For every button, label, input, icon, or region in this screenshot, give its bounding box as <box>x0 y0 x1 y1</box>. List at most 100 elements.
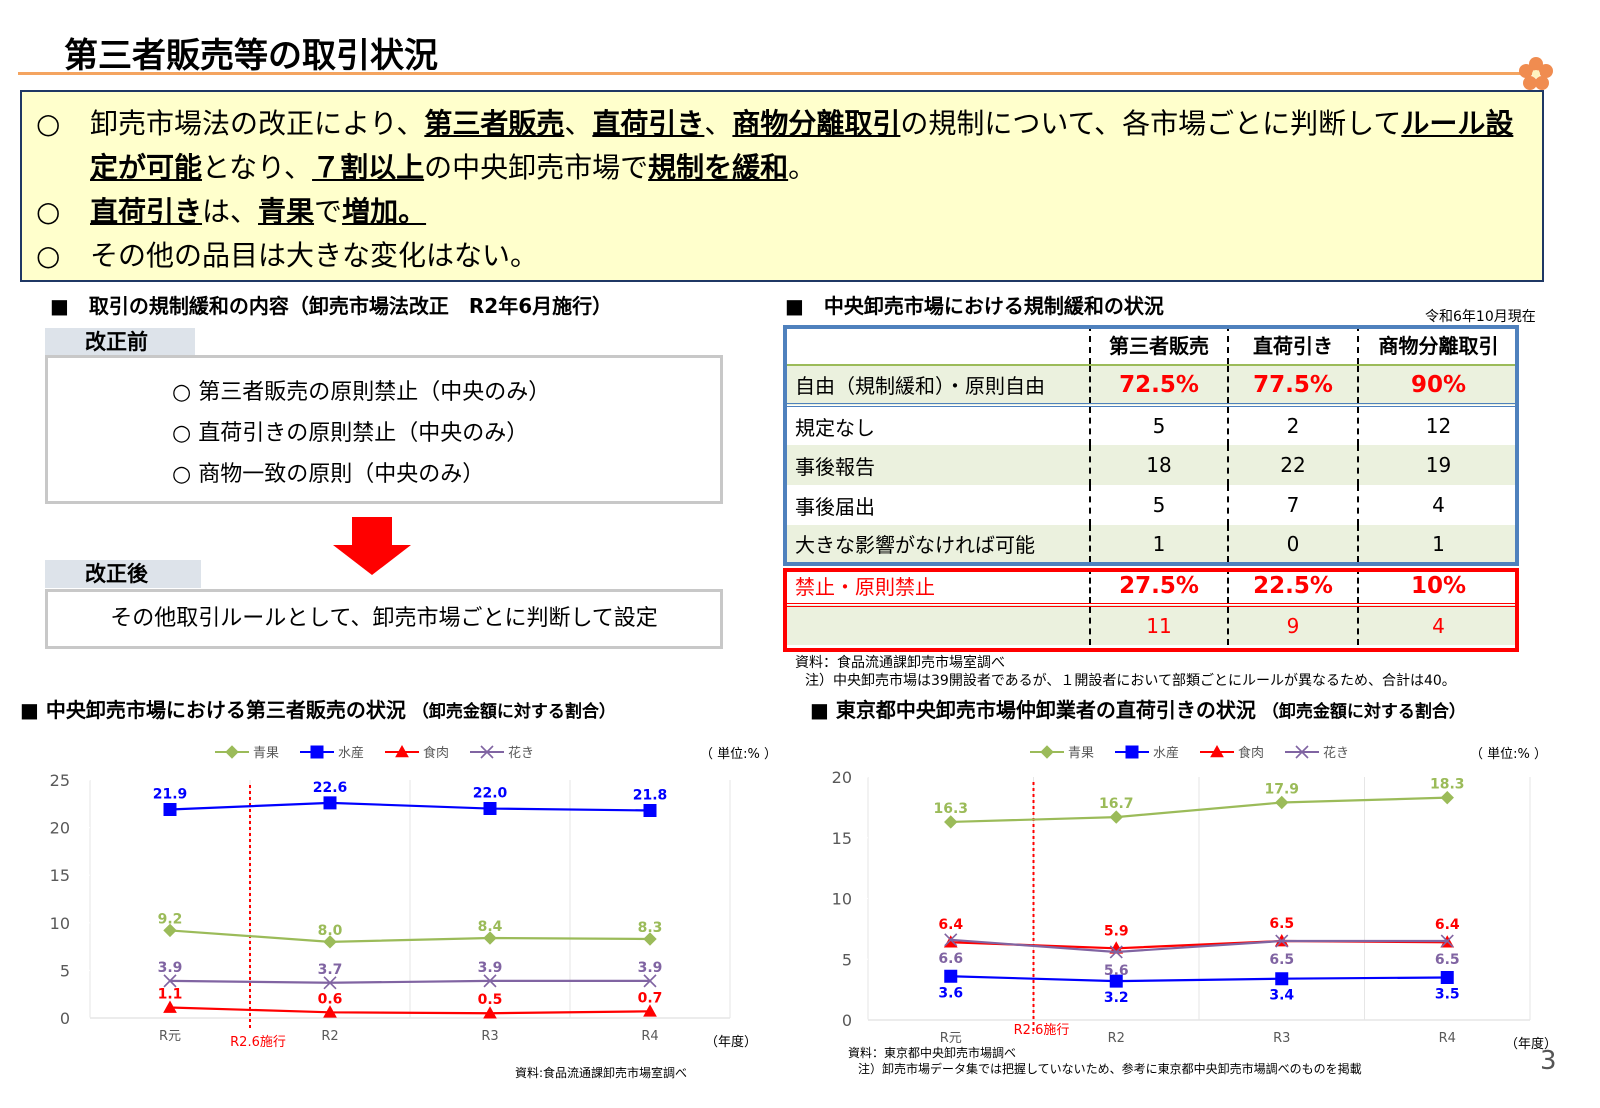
text: 。 <box>788 151 817 184</box>
legend-label: 青果 <box>253 746 279 761</box>
emphasis: ７割以上 <box>312 151 425 184</box>
emphasis: 青果 <box>258 195 315 228</box>
series-line <box>950 975 1448 983</box>
flower-icon <box>1519 57 1553 90</box>
cell: 2 <box>1227 405 1358 445</box>
cell: 7 <box>1227 485 1358 525</box>
data-label: 3.6 <box>938 985 963 1001</box>
y-tick-label: 15 <box>50 866 70 885</box>
data-label: 9.2 <box>158 911 183 927</box>
legend-marker <box>1125 745 1139 759</box>
column-header: 商物分離取引 <box>1357 325 1518 365</box>
emphasis: 商物分離取引 <box>732 107 901 140</box>
row-label: 大きな影響がなければ可能 <box>795 533 1035 557</box>
table-row: 自由（規制緩和）・原則自由 72.5% 77.5% 90% <box>785 365 1518 405</box>
cell: 77.5% <box>1227 365 1358 405</box>
data-label: 1.1 <box>158 987 183 1003</box>
cell: 0 <box>1227 525 1358 565</box>
point <box>483 1006 497 1019</box>
emphasis: 増加。 <box>342 195 427 228</box>
data-label: 3.9 <box>478 960 503 976</box>
x-tick-label: R2 <box>1108 1031 1125 1046</box>
banned-frame <box>783 568 1519 652</box>
legend-marker <box>1295 745 1309 759</box>
y-tick-label: 15 <box>832 829 852 848</box>
table-row: 大きな影響がなければ可能 1 0 1 <box>785 525 1518 565</box>
section-heading: ■ 取引の規制緩和の内容（卸売市場法改正 R2年6月施行） <box>50 294 613 318</box>
column-header: 直荷引き <box>1227 325 1358 365</box>
bullet-marker: ○ <box>36 195 61 228</box>
bullet-text: 卸売市場法の改正により、第三者販売、直荷引き、商物分離取引の規制について、各市場… <box>90 102 1528 190</box>
page-number: 3 <box>1540 1046 1557 1076</box>
data-label: 17.9 <box>1264 782 1299 798</box>
series-line <box>169 1006 651 1015</box>
text: 卸売市場法の改正により、 <box>90 107 425 140</box>
legend-label: 食肉 <box>1238 745 1264 761</box>
legend-label: 水産 <box>1153 745 1179 761</box>
data-label: 18.3 <box>1430 777 1465 793</box>
point <box>1109 974 1123 988</box>
point <box>323 935 337 949</box>
cell: 90% <box>1357 365 1518 405</box>
x-tick-label: R元 <box>159 1029 181 1044</box>
series-line <box>169 979 650 984</box>
bullet: ○ 卸売市場法の改正により、第三者販売、直荷引き、商物分離取引の規制について、各市… <box>36 102 1528 190</box>
cell: 22 <box>1227 445 1358 485</box>
data-label: 21.9 <box>153 787 188 803</box>
point <box>1275 972 1289 986</box>
chart-subtitle: （卸売金額に対する割合） <box>412 701 616 722</box>
row-label: 事後報告 <box>795 454 875 479</box>
point <box>1440 790 1454 805</box>
text: その他の品目は大きな変化はない。 <box>90 239 539 272</box>
data-label: 6.4 <box>938 917 963 933</box>
series-line <box>950 938 1448 954</box>
cell: 12 <box>1357 405 1518 445</box>
bullet: ○ 直荷引きは、青果で増加。 <box>36 190 1528 234</box>
data-label: 16.3 <box>933 801 968 817</box>
data-label: 22.0 <box>473 786 508 802</box>
point <box>1109 945 1123 959</box>
series-line <box>950 796 1448 824</box>
legend-label: 青果 <box>1068 746 1094 761</box>
page-title: 第三者販売等の取引状況 <box>64 36 438 76</box>
point <box>323 976 337 990</box>
table-row: 事後届出 5 7 4 <box>785 485 1518 525</box>
cell: 5 <box>1089 405 1228 445</box>
data-label: 8.3 <box>638 920 663 936</box>
series-line <box>169 929 651 943</box>
cell: 9 <box>1227 605 1358 645</box>
chart: ■ 中央卸売市場における第三者販売の状況 （卸売金額に対する割合） （ 単位:% ）… <box>20 698 777 1080</box>
bullet-marker: ○ <box>36 239 61 272</box>
row-label: 事後届出 <box>795 494 875 519</box>
point <box>323 796 337 810</box>
text: の中央卸売市場で <box>424 151 649 184</box>
column-header: 第三者販売 <box>1089 325 1228 365</box>
bullet-text: 直荷引きは、青果で増加。 <box>90 190 426 234</box>
data-label: 0.7 <box>638 990 663 1006</box>
emphasis: ルール設定が可能 <box>90 107 1514 184</box>
regulation-table: 第三者販売 直荷引き 商物分離取引 自由（規制緩和）・原則自由 72.5% 77.5% 90… <box>785 325 1518 645</box>
data-label: 3.5 <box>1435 986 1460 1002</box>
x-tick-label: R元 <box>940 1031 962 1046</box>
point <box>163 974 177 988</box>
data-label: 16.7 <box>1099 796 1134 812</box>
text: は、 <box>202 195 259 228</box>
table-heading: ■ 中央卸売市場における規制緩和の状況 <box>785 294 1164 318</box>
y-tick-label: 0 <box>842 1011 852 1030</box>
before-item: ○ 商物一致の原則（中央のみ） <box>172 462 485 487</box>
emphasis: 直荷引き <box>592 107 705 140</box>
after-tab: 改正後 <box>45 560 201 588</box>
data-label: 6.6 <box>938 951 963 967</box>
text: で <box>314 195 343 228</box>
before-tab: 改正前 <box>45 328 195 356</box>
cell: 1 <box>1089 525 1228 565</box>
point <box>483 802 497 816</box>
point <box>943 935 958 948</box>
data-label: 8.0 <box>318 923 343 939</box>
table-date: 令和6年10月現在 <box>1425 309 1536 325</box>
data-label: 21.8 <box>633 787 668 803</box>
text: 、 <box>564 107 593 140</box>
before-box <box>45 355 723 504</box>
data-label: 0.5 <box>478 992 503 1008</box>
